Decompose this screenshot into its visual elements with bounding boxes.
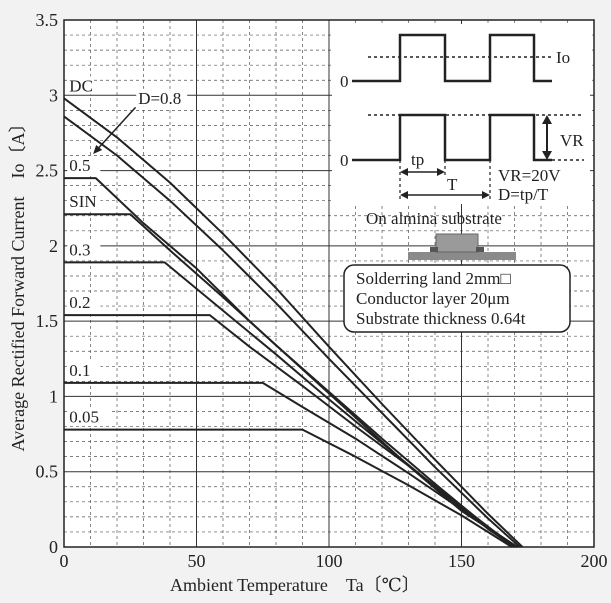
vr-value: VR=20V <box>498 166 561 185</box>
tp-arrow-head-right <box>437 168 445 176</box>
substrate-lead-left <box>430 247 438 252</box>
substrate-component <box>435 233 479 253</box>
series-line <box>63 97 524 548</box>
x-axis-title: Ambient Temperature Ta〔℃〕 <box>170 575 420 595</box>
t-arrow-head-right <box>482 191 490 199</box>
y-tick-label: 1 <box>49 386 58 406</box>
series-label-bg <box>67 76 92 95</box>
note-2: Conductor layer 20μm <box>356 289 510 308</box>
x-tick-label: 0 <box>60 551 69 571</box>
io-label: Io <box>556 48 570 67</box>
series-label-bg <box>136 88 188 107</box>
series-line <box>64 314 516 548</box>
vr-label: VR <box>560 131 584 150</box>
y-axis-title: Average Rectified Forward Current Io〔A〕 <box>8 114 28 451</box>
series-label: 0.2 <box>69 293 90 312</box>
series-label-bg <box>67 407 110 426</box>
series-label-bg <box>67 293 101 312</box>
io-waveform <box>352 33 552 83</box>
inset <box>332 24 590 333</box>
y-tick-label: 0.5 <box>36 462 59 482</box>
series-line <box>63 115 521 548</box>
y-tick-label: 1.5 <box>36 311 59 331</box>
series-label: 0.5 <box>69 156 90 175</box>
series-lines <box>63 97 524 548</box>
y-tick-label: 0 <box>49 537 58 557</box>
substrate-lead-right <box>476 247 484 252</box>
series-label-bg <box>67 360 101 379</box>
series-label: 0.1 <box>69 361 90 380</box>
tp-arrow-head-left <box>400 168 408 176</box>
y-tick-label: 3 <box>49 85 58 105</box>
plot-frame <box>63 19 595 548</box>
series-label: DC <box>69 76 93 95</box>
inset-labels: Io 0 0 VR tp T VR=20V D=tp/T On almina s… <box>340 48 584 328</box>
notes-box <box>343 264 571 333</box>
x-tick-label: 150 <box>448 551 475 571</box>
x-tick-label: 50 <box>188 551 206 571</box>
x-tick-label: 100 <box>316 551 343 571</box>
zero-label-top: 0 <box>340 72 349 91</box>
vr-arrow-head-up <box>542 115 552 124</box>
y-tick-label: 3.5 <box>36 10 59 30</box>
series-label: 0.05 <box>69 408 99 427</box>
series-labels: DC D=0.8 0.5 SIN 0.3 0.2 0.1 0.05 <box>67 76 188 427</box>
t-arrow-head-left <box>400 191 408 199</box>
vr-waveform <box>352 113 552 162</box>
series-line <box>64 381 516 548</box>
y-tick-label: 2 <box>49 236 58 256</box>
tick-labels: 0 50 100 150 200 0 0.5 1 1.5 2 2.5 3 3.5 <box>36 10 608 571</box>
substrate-board <box>408 252 516 260</box>
series-line <box>64 428 513 548</box>
series-label-bg <box>67 156 101 175</box>
series-label: D=0.8 <box>138 89 181 108</box>
series-label-bg <box>67 240 101 259</box>
note-1: Solderring land 2mm□ <box>356 269 511 288</box>
series-label: SIN <box>69 192 96 211</box>
d08-leader-arrowhead <box>93 145 103 155</box>
note-3: Substrate thickness 0.64t <box>356 309 526 328</box>
inset-background <box>332 24 590 204</box>
substrate-title: On almina substrate <box>366 209 502 228</box>
y-tick-label: 2.5 <box>36 161 59 181</box>
t-label: T <box>447 175 458 194</box>
vr-arrow-head-down <box>542 151 552 160</box>
d-formula: D=tp/T <box>498 185 549 204</box>
zero-label-bottom: 0 <box>340 151 349 170</box>
tp-label: tp <box>411 150 424 169</box>
x-tick-label: 200 <box>581 551 608 571</box>
d08-leader-line <box>95 106 137 152</box>
series-label: 0.3 <box>69 240 90 259</box>
series-label-bg <box>67 192 101 211</box>
